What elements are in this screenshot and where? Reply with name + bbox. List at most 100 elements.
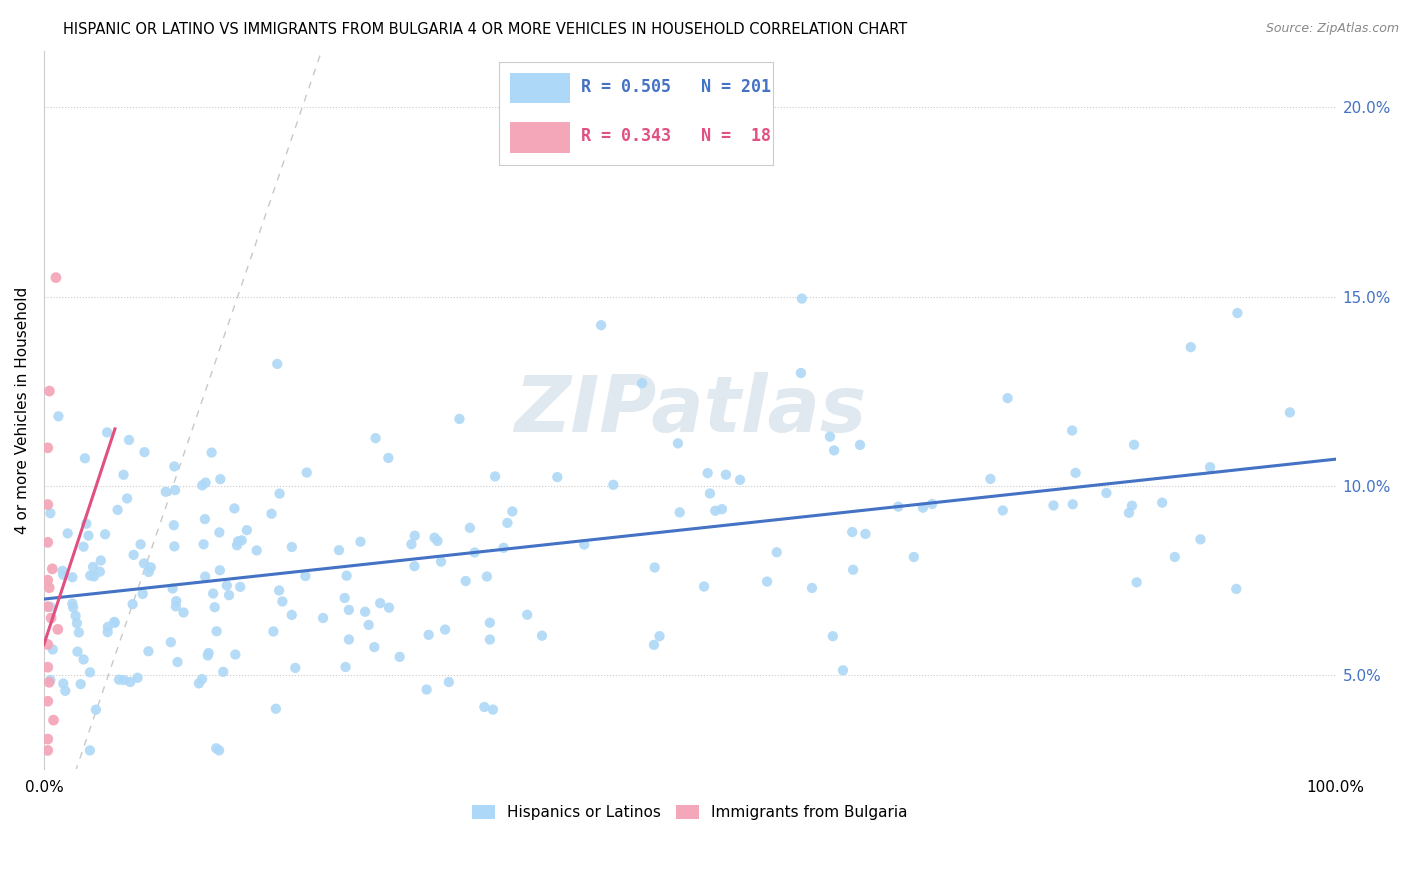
Point [437,675,460,690]
Point [710,502,733,516]
Bar [510,73,571,103]
Point [37,599,59,614]
Bar [510,122,571,153]
Point [434,623,457,637]
Point [194,569,217,583]
Point [1180,340,1202,354]
Point [134,445,156,459]
Y-axis label: 4 or more Vehicles in Household: 4 or more Vehicles in Household [15,286,30,533]
Point [818,430,841,444]
Point [42,713,65,727]
Point [269,583,291,598]
Point [821,629,844,643]
Point [997,391,1019,405]
Point [378,600,401,615]
Point [364,431,387,445]
Point [72,540,94,554]
Point [208,525,231,540]
Point [281,607,304,622]
Point [112,673,135,687]
Point [208,563,231,577]
Point [75,516,97,531]
Point [121,597,143,611]
Point [388,649,411,664]
Point [696,466,718,480]
Point [801,581,824,595]
Point [269,486,291,500]
Point [602,478,624,492]
Point [62,570,84,584]
Point [644,560,666,574]
Point [83,569,105,583]
Point [37,660,59,674]
Point [67,625,90,640]
Point [699,486,721,500]
Point [201,445,224,459]
Point [129,537,152,551]
Point [530,629,553,643]
Point [363,640,385,654]
Point [209,472,232,486]
Point [714,467,737,482]
Point [266,357,288,371]
Point [202,586,225,600]
Point [104,615,127,630]
Point [271,594,294,608]
Point [1225,582,1247,596]
Point [79,568,101,582]
Point [52,567,75,582]
Point [464,545,486,559]
Point [1199,460,1222,475]
Point [574,537,596,551]
Point [191,478,214,492]
Point [166,655,188,669]
Point [979,472,1001,486]
Point [449,412,471,426]
Point [1121,499,1143,513]
Point [96,425,118,440]
Point [37,573,59,587]
Point [107,503,129,517]
Point [337,632,360,647]
Point [229,580,252,594]
Point [1062,424,1084,438]
Point [704,504,727,518]
Point [163,518,186,533]
Point [790,292,813,306]
Point [472,700,495,714]
Point [281,540,304,554]
Point [357,618,380,632]
Point [62,600,84,615]
Point [212,665,235,679]
Point [132,557,155,571]
Point [236,523,259,537]
Point [204,600,226,615]
Point [162,582,184,596]
Point [454,574,477,588]
Point [208,743,231,757]
Point [41,562,63,576]
Point [1278,405,1301,419]
Point [295,466,318,480]
Point [349,534,371,549]
Point [328,543,350,558]
Point [501,504,523,518]
Point [115,491,138,506]
Legend: Hispanics or Latinos, Immigrants from Bulgaria: Hispanics or Latinos, Immigrants from Bu… [465,799,914,826]
Point [756,574,779,589]
Point [1164,549,1187,564]
Point [231,533,253,548]
Text: R = 0.505   N = 201: R = 0.505 N = 201 [582,78,772,96]
Point [197,648,219,663]
Point [1152,496,1174,510]
Point [139,560,162,574]
Point [38,384,60,398]
Point [478,615,501,630]
Point [1226,306,1249,320]
Point [991,503,1014,517]
Point [458,521,481,535]
Point [516,607,538,622]
Point [108,673,131,687]
Point [46,623,69,637]
Point [790,366,813,380]
